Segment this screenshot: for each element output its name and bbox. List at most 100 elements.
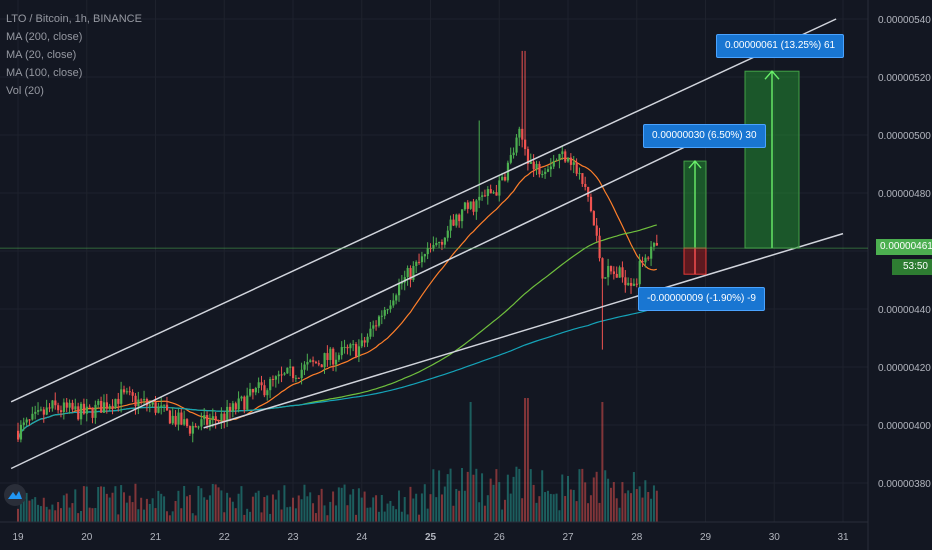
volume-bar-97 [294,508,297,522]
volume-bar-220 [647,492,650,522]
volume-bar-187 [552,494,555,522]
volume-bar-81 [249,511,252,522]
volume-bar-206 [607,478,610,522]
volume-bar-35 [117,514,120,522]
candle-body-128 [383,309,386,316]
candle-body-131 [392,300,395,306]
candle-body-48 [154,402,157,413]
x-tick-label-12: 31 [837,532,849,543]
candle-body-91 [277,374,280,377]
volume-bar-99 [300,499,303,522]
measure-label-large[interactable]: 0.00000061 (13.25%) 61 [716,34,845,58]
candle-body-124 [372,325,375,329]
candle-body-32 [108,405,111,409]
candle-body-150 [446,230,449,238]
countdown-tag: 53:50 [892,259,932,275]
y-tick-label-2: 0.00000420 [878,363,931,374]
candle-body-40 [131,392,134,396]
candle-body-132 [395,295,398,301]
volume-bar-68 [211,483,214,522]
candle-body-207 [609,266,613,272]
volume-bar-152 [452,505,455,522]
candle-body-211 [621,267,624,278]
channel-lines[interactable] [10,18,844,470]
candle-body-182 [538,163,541,175]
candle-body-153 [455,214,458,226]
candle-body-115 [346,346,349,349]
candle-body-113 [340,347,343,356]
volume-bar-194 [572,489,575,522]
volume-bar-183 [541,470,544,522]
ma200-line [17,307,657,440]
volume-bar-19 [71,503,74,522]
tradingview-logo[interactable] [4,484,26,506]
candle-body-221 [650,246,653,259]
volume-bars [17,398,658,522]
measure-label-drawdown[interactable]: -0.00000009 (-1.90%) -9 [638,287,765,311]
volume-bar-92 [280,509,283,522]
measure-tools[interactable] [683,70,800,275]
volume-bar-215 [632,472,635,522]
candle-body-26 [91,407,94,418]
candle-body-133 [397,283,401,296]
candle-body-35 [117,398,120,404]
symbol-title[interactable]: LTO / Bitcoin, 1h, BINANCE [6,13,142,25]
candle-body-122 [366,336,369,343]
candle-body-45 [145,399,149,406]
volume-bar-185 [546,490,549,522]
volume-bar-3 [25,492,28,522]
volume-bar-21 [77,513,80,522]
candle-body-169 [501,176,504,181]
y-tick-label-5: 0.00000480 [878,189,931,200]
candle-body-195 [575,162,578,174]
y-tick-label-7: 0.00000520 [878,73,931,84]
indicator-volume[interactable]: Vol (20) [6,85,44,97]
candle-body-74 [228,406,232,412]
candle-body-50 [160,405,163,407]
candle-body-86 [263,385,266,396]
channel-line-2 [203,232,844,429]
volume-bar-79 [243,514,246,522]
volume-bar-107 [323,505,326,522]
volume-bar-9 [42,497,45,522]
volume-bar-61 [191,513,194,522]
candle-body-99 [300,369,303,379]
candle-body-102 [309,360,312,363]
candle-body-21 [77,406,80,420]
indicator-ma20[interactable]: MA (20, close) [6,49,77,61]
candle-body-0 [17,430,20,440]
candle-body-223 [655,243,659,246]
volume-bar-157 [466,471,469,522]
volume-bar-33 [111,492,114,522]
candle-body-53 [168,410,172,424]
candle-body-72 [223,413,226,422]
volume-bar-98 [297,495,300,522]
volume-bar-189 [558,510,561,522]
candle-body-217 [638,261,641,285]
candle-body-185 [546,169,550,172]
indicator-ma200[interactable]: MA (200, close) [6,31,83,43]
candle-body-27 [94,404,97,418]
volume-bar-202 [595,471,598,522]
volume-bar-16 [62,495,65,522]
volume-bar-10 [45,506,48,522]
candle-body-157 [466,202,469,209]
measure-label-medium[interactable]: 0.00000030 (6.50%) 30 [643,124,766,148]
candle-body-84 [257,382,260,389]
volume-bar-114 [343,484,346,522]
indicator-ma100[interactable]: MA (100, close) [6,67,83,79]
candle-body-29 [100,400,103,413]
volume-bar-196 [578,469,581,522]
candle-body-126 [377,316,381,326]
candle-body-63 [197,426,200,428]
volume-bar-135 [403,497,406,522]
volume-bar-41 [134,483,137,522]
candle-body-100 [303,364,306,370]
volume-bar-203 [598,502,601,522]
candle-body-180 [532,161,535,169]
volume-bar-116 [349,494,352,522]
candle-body-16 [62,402,66,412]
candle-body-112 [337,355,341,360]
candle-body-219 [644,257,647,263]
